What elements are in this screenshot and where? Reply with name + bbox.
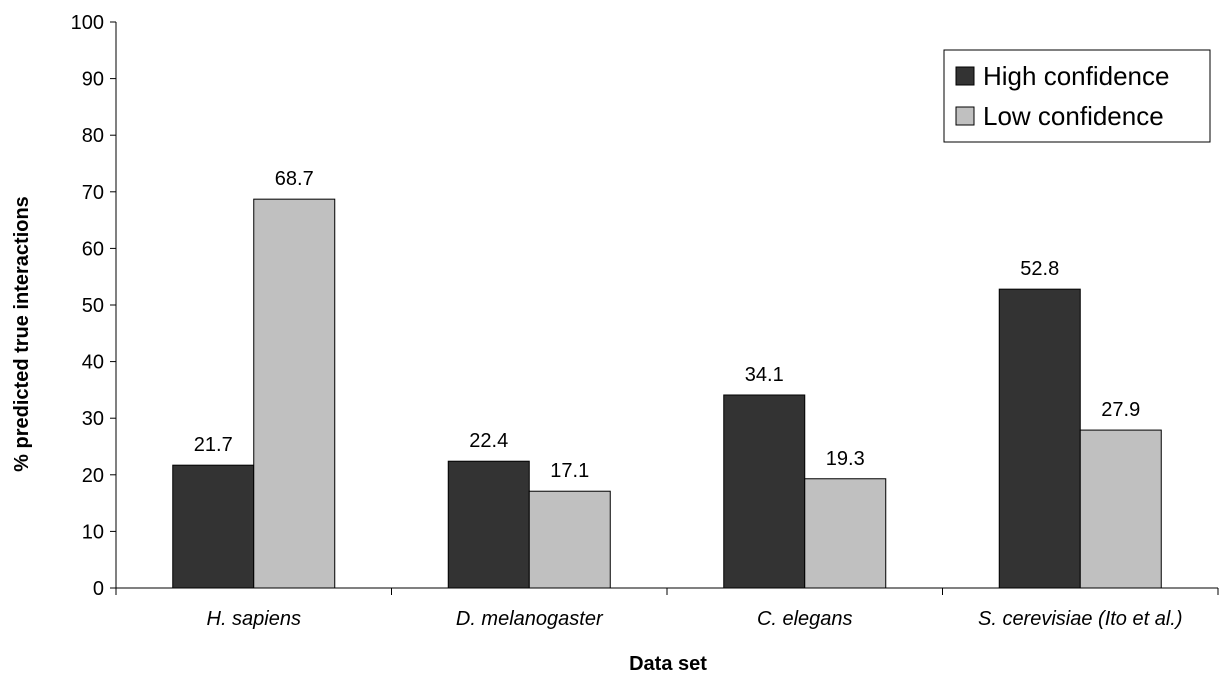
y-tick-label: 50	[82, 295, 104, 317]
y-tick-label: 10	[82, 521, 104, 543]
x-category-label: C. elegans	[757, 608, 853, 630]
bar-value-label: 17.1	[550, 460, 589, 482]
y-tick-label: 100	[71, 12, 104, 34]
x-category-label: S. cerevisiae (Ito et al.)	[978, 608, 1183, 630]
bar-value-label: 34.1	[745, 364, 784, 386]
bar	[172, 464, 255, 589]
y-tick-label: 30	[82, 408, 104, 430]
bar-value-label: 21.7	[194, 434, 233, 456]
y-axis: 0 10 20 30 40 50 60 70 80 90 100	[71, 12, 117, 600]
bar	[723, 394, 806, 589]
bar	[998, 288, 1081, 589]
y-tick-label: 20	[82, 465, 104, 487]
bar-value-label: 22.4	[469, 430, 508, 452]
data-labels: 21.7 22.4 34.1 52.8 68.7 17.1 19.3 27.9	[194, 168, 1140, 482]
legend-swatch	[955, 66, 975, 86]
legend-label: High confidence	[983, 61, 1169, 91]
y-tick-label: 80	[82, 125, 104, 147]
legend-label: Low confidence	[983, 101, 1164, 131]
y-tick-label: 0	[93, 578, 104, 600]
x-axis: H. sapiens D. melanogaster C. elegans S. ce…	[115, 587, 1219, 630]
bar	[804, 478, 887, 589]
bars	[172, 198, 1162, 589]
y-axis-title: % predicted true interactions	[11, 196, 33, 472]
bar	[1079, 429, 1162, 589]
y-tick-label: 60	[82, 238, 104, 260]
x-category-label: D. melanogaster	[456, 608, 604, 630]
bar-value-label: 19.3	[826, 448, 865, 470]
x-category-label: H. sapiens	[207, 608, 302, 630]
bar-value-label: 27.9	[1101, 399, 1140, 421]
x-axis-title: Data set	[629, 653, 707, 675]
legend: High confidence Low confidence	[943, 49, 1211, 143]
y-tick-label: 90	[82, 69, 104, 91]
y-tick-label: 40	[82, 352, 104, 374]
bar-value-label: 52.8	[1020, 258, 1059, 280]
bar	[447, 460, 530, 589]
legend-swatch	[955, 106, 975, 126]
bar	[528, 490, 611, 589]
bar	[253, 198, 336, 589]
bar-value-label: 68.7	[275, 168, 314, 190]
legend-box	[943, 49, 1211, 143]
y-tick-label: 70	[82, 182, 104, 204]
